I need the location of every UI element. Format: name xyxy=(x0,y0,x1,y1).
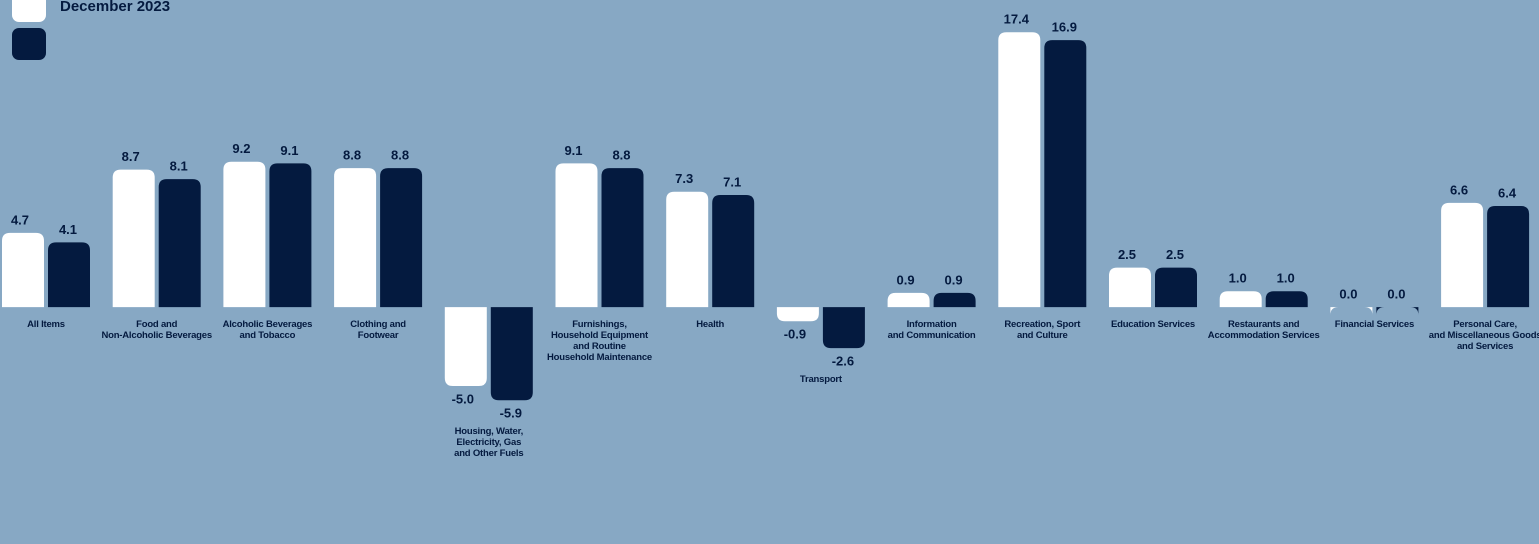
bar xyxy=(269,163,311,307)
value-label: -5.0 xyxy=(452,391,474,406)
category-label: Alcoholic Beverages and Tobacco xyxy=(207,319,327,341)
value-label: -2.6 xyxy=(832,354,854,369)
category-label: Food and Non-Alcoholic Beverages xyxy=(97,319,217,341)
value-label: 7.3 xyxy=(675,171,693,186)
value-label: -5.9 xyxy=(500,406,522,421)
value-label: 0.9 xyxy=(945,272,963,287)
legend-label: December 2023 xyxy=(60,0,170,15)
bar xyxy=(48,242,90,307)
value-label: 8.1 xyxy=(170,159,188,174)
bar xyxy=(1109,268,1151,307)
category-label: Restaurants and Accommodation Services xyxy=(1204,319,1324,341)
bar xyxy=(1266,291,1308,307)
bar xyxy=(666,192,708,307)
chart: 4.7 4.1 8.7 8.1 9.2 9.1 8.8 8.8 -5.0 -5.9 9.1 8.8 7.… xyxy=(0,0,1539,544)
category-label: Transport xyxy=(761,374,881,385)
category-label: Education Services xyxy=(1093,319,1213,330)
value-label: 8.8 xyxy=(391,148,409,163)
bar xyxy=(380,168,422,307)
bar xyxy=(1044,40,1086,307)
bar xyxy=(2,233,44,307)
value-label: 6.4 xyxy=(1498,185,1517,200)
category-label: Recreation, Sport and Culture xyxy=(982,319,1102,341)
value-label: 9.2 xyxy=(232,141,250,156)
category-label: Housing, Water, Electricity, Gas and Oth… xyxy=(429,426,549,459)
bar xyxy=(113,170,155,307)
bar xyxy=(1155,268,1197,307)
value-label: 9.1 xyxy=(280,143,298,158)
category-label: Financial Services xyxy=(1314,319,1434,330)
bar xyxy=(1220,291,1262,307)
value-label: 0.0 xyxy=(1387,287,1405,302)
bar xyxy=(712,195,754,307)
legend-swatch xyxy=(12,28,46,60)
plot: 4.7 4.1 8.7 8.1 9.2 9.1 8.8 8.8 -5.0 -5.9 9.1 8.8 7.… xyxy=(0,0,1539,544)
bar xyxy=(888,293,930,307)
value-label: 0.0 xyxy=(1339,287,1357,302)
bar xyxy=(334,168,376,307)
bar xyxy=(934,293,976,307)
value-label: 6.6 xyxy=(1450,182,1468,197)
value-label: 8.8 xyxy=(343,148,361,163)
value-label: 2.5 xyxy=(1118,247,1136,262)
category-label: Information and Communication xyxy=(872,319,992,341)
value-label: 17.4 xyxy=(1004,12,1030,27)
bar xyxy=(491,307,533,400)
bar xyxy=(1376,307,1418,315)
value-label: 1.0 xyxy=(1277,271,1295,286)
value-label: -0.9 xyxy=(784,327,806,342)
bar xyxy=(998,32,1040,307)
value-label: 2.5 xyxy=(1166,247,1184,262)
value-label: 8.7 xyxy=(122,149,140,164)
value-label: 4.7 xyxy=(11,212,29,227)
category-label: Health xyxy=(650,319,770,330)
bar xyxy=(556,163,598,307)
value-label: 4.1 xyxy=(59,222,77,237)
bar xyxy=(1487,206,1529,307)
bar xyxy=(1330,307,1372,315)
category-label: All Items xyxy=(0,319,106,330)
value-label: 16.9 xyxy=(1052,20,1077,35)
value-label: 7.1 xyxy=(723,174,741,189)
bar xyxy=(777,307,819,321)
category-label: Furnishings, Household Equipment and Rou… xyxy=(540,319,660,363)
value-label: 8.8 xyxy=(612,148,630,163)
value-label: 1.0 xyxy=(1229,271,1247,286)
bar xyxy=(1441,203,1483,307)
legend-swatch xyxy=(12,0,46,22)
bar xyxy=(159,179,201,307)
bar xyxy=(602,168,644,307)
value-label: 9.1 xyxy=(564,143,582,158)
category-label: Personal Care, and Miscellaneous Goods a… xyxy=(1425,319,1539,352)
category-label: Clothing and Footwear xyxy=(318,319,438,341)
bar xyxy=(223,162,265,307)
value-label: 0.9 xyxy=(897,272,915,287)
bar xyxy=(445,307,487,386)
bar xyxy=(823,307,865,348)
